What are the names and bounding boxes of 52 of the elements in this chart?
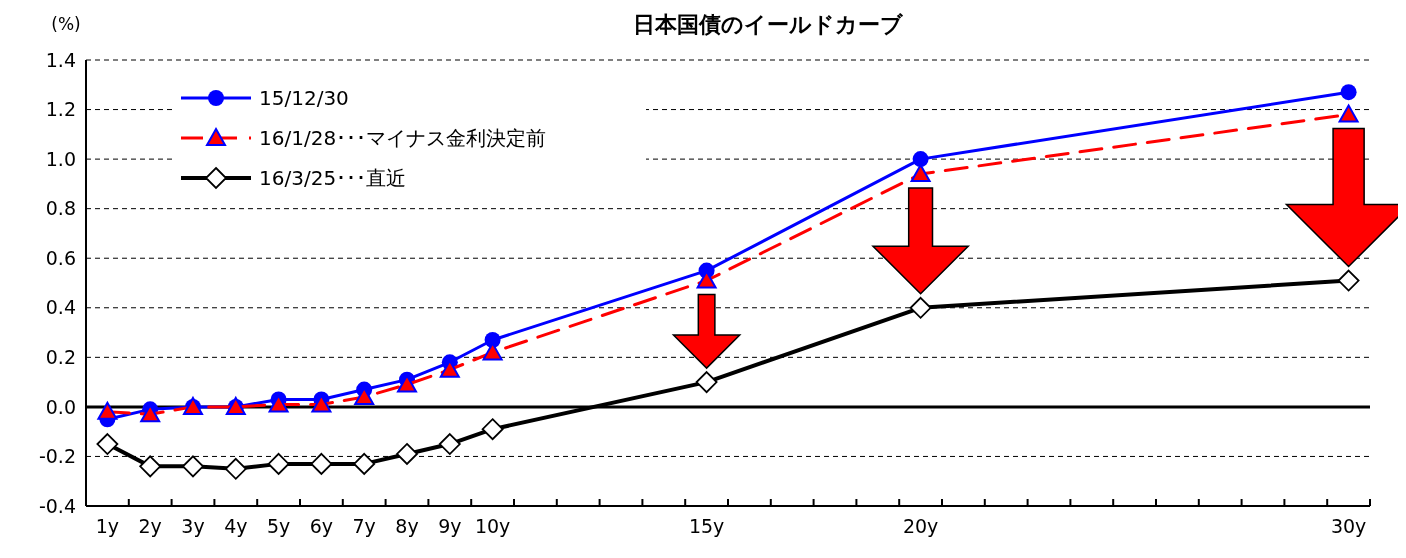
x-tick-label: 2y (138, 515, 162, 537)
point (268, 394, 289, 413)
point (353, 452, 376, 475)
x-tick-label: 7y (352, 515, 376, 537)
point (311, 394, 332, 413)
point (910, 163, 931, 182)
x-tick-label: 8y (395, 515, 419, 537)
x-tick-label: 6y (309, 515, 334, 537)
legend-label: 16/1/28･･･マイナス金利決定前 (259, 126, 547, 150)
x-tick-label: 10y (474, 515, 511, 537)
point (139, 455, 162, 478)
x-tick-label: 20y (902, 515, 939, 537)
y-tick-label: 0.0 (45, 395, 76, 418)
point (310, 452, 333, 475)
point (909, 296, 932, 319)
y-tick-label: 1.2 (45, 98, 76, 121)
point (96, 433, 119, 455)
point (140, 404, 161, 423)
x-tick-label: 30y (1330, 515, 1367, 537)
point (695, 371, 718, 394)
legend-label: 15/12/30 (259, 86, 349, 110)
y-tick-label: -0.2 (38, 445, 76, 468)
x-tick-label: 4y (224, 515, 248, 537)
y-axis-title: (%) (51, 14, 81, 34)
point (182, 455, 204, 478)
y-tick-label: 1.4 (45, 48, 76, 71)
x-tick-label: 5y (266, 515, 291, 537)
y-tick-label: 1.0 (45, 147, 76, 170)
x-tick-label: 9y (438, 515, 462, 537)
point (438, 433, 461, 455)
legend-label: 16/3/25･･･直近 (259, 166, 407, 190)
y-tick-label: -0.4 (38, 494, 76, 517)
point (912, 151, 929, 168)
point (397, 374, 417, 393)
y-tick-label: 0.8 (45, 197, 76, 220)
x-tick-label: 1y (95, 515, 120, 537)
point (1338, 104, 1359, 123)
point (481, 418, 504, 441)
point (1340, 84, 1357, 101)
point (696, 270, 717, 289)
point (267, 452, 290, 475)
x-tick-label: 15y (688, 515, 725, 537)
point (224, 457, 247, 480)
point (482, 342, 503, 361)
x-tick-label: 3y (181, 515, 205, 537)
y-tick-label: 0.2 (45, 345, 76, 368)
y-tick-label: 0.4 (45, 296, 76, 319)
point (1337, 269, 1360, 292)
y-tick-label: 0.6 (45, 246, 76, 269)
point (396, 443, 418, 465)
point (97, 401, 118, 420)
chart-title: 日本国債のイールドカーブ (633, 12, 904, 37)
